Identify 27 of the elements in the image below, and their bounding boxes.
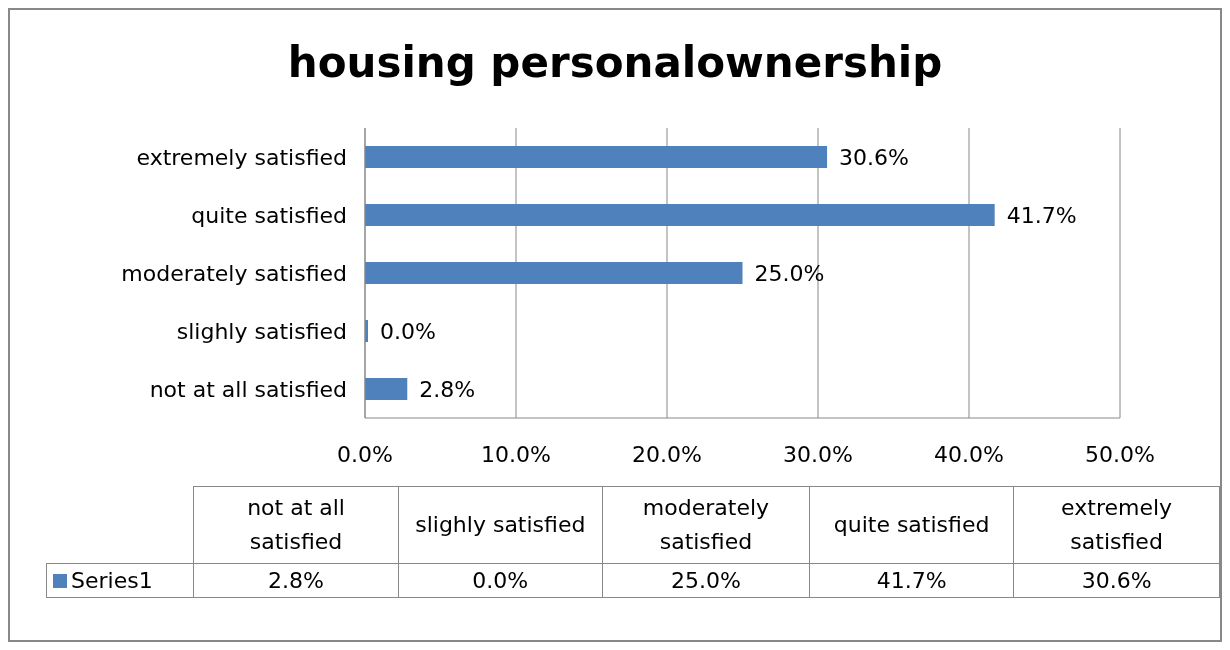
data-label: 41.7% <box>1006 202 1077 228</box>
y-tick-label: moderately satisfied <box>121 260 347 286</box>
text: 41.7% <box>876 568 947 593</box>
text: 2.8% <box>268 568 324 593</box>
data-label: 2.8% <box>419 376 476 402</box>
y-tick-label: extremely satisfied <box>136 144 347 170</box>
category-label: quite satisfied <box>833 512 990 537</box>
category-label: extremely satisfied <box>1061 495 1173 554</box>
data-label: 0.0% <box>380 318 436 344</box>
y-tick-label: not at all satisfied <box>149 376 347 402</box>
chart-title: housing personalownership <box>286 38 944 89</box>
x-tick-label: 20.0% <box>632 441 702 467</box>
x-tick-label: 50.0% <box>1085 441 1155 467</box>
data-label: 25.0% <box>754 260 825 286</box>
text: 25.0% <box>671 568 741 593</box>
y-tick-label: slighly satisfied <box>176 318 347 344</box>
category-label: slighly satisfied <box>415 512 586 537</box>
text: 30.6% <box>1081 568 1152 593</box>
x-tick-label: 10.0% <box>481 441 551 467</box>
category-label: moderately satisfied <box>642 495 770 554</box>
data-label: 30.6% <box>839 144 909 170</box>
legend-label: Series1 <box>46 563 194 598</box>
text: 0.0% <box>472 568 529 593</box>
x-tick-label: 30.0% <box>783 441 853 467</box>
y-tick-label: quite satisfied <box>191 202 347 228</box>
x-tick-label: 0.0% <box>337 441 393 467</box>
x-tick-label: 40.0% <box>934 441 1004 467</box>
